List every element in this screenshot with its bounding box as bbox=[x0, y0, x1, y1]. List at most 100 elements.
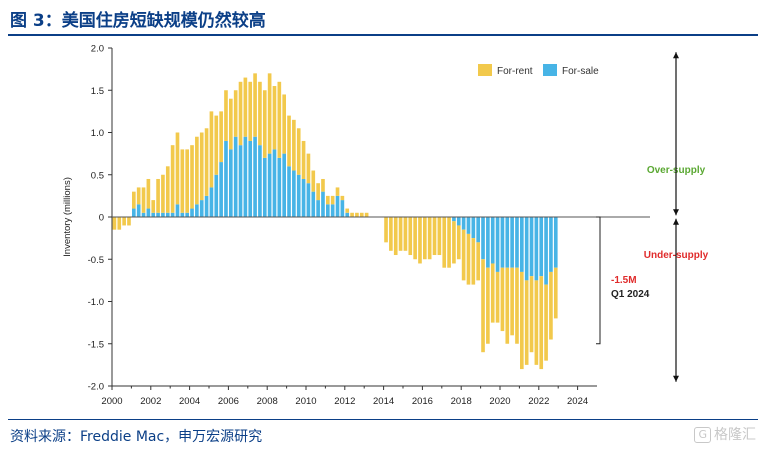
bar-for-rent bbox=[466, 233, 471, 285]
bar-for-sale bbox=[500, 217, 505, 268]
bar-for-sale bbox=[156, 212, 160, 217]
bar-for-sale bbox=[456, 217, 461, 226]
bar-for-rent bbox=[209, 111, 214, 188]
y-axis-label: Inventory (millions) bbox=[62, 177, 73, 257]
bar-for-rent bbox=[408, 217, 413, 256]
bar-for-rent bbox=[510, 267, 514, 336]
bar-for-sale bbox=[253, 136, 257, 217]
footer-divider bbox=[8, 419, 758, 420]
bar-for-rent bbox=[229, 98, 233, 150]
bar-for-rent bbox=[486, 267, 490, 344]
bar-for-rent bbox=[524, 280, 529, 365]
bar-for-rent bbox=[311, 170, 316, 192]
bar-for-rent bbox=[490, 263, 495, 323]
bar-for-rent bbox=[277, 81, 282, 158]
bar-for-rent bbox=[529, 276, 534, 353]
bar-for-sale bbox=[282, 153, 286, 217]
bar-for-rent bbox=[495, 271, 500, 323]
bar-for-sale bbox=[330, 204, 335, 217]
bar-for-rent bbox=[452, 221, 456, 264]
bar-for-rent bbox=[437, 217, 442, 256]
x-tick-label: 2004 bbox=[179, 396, 200, 407]
bar-for-sale bbox=[471, 217, 476, 239]
bar-for-sale bbox=[529, 217, 534, 277]
bar-for-rent bbox=[180, 149, 185, 213]
bar-for-sale bbox=[132, 208, 136, 217]
bar-for-rent bbox=[151, 200, 156, 213]
bar-for-sale bbox=[190, 208, 194, 217]
x-tick-label: 2022 bbox=[528, 396, 549, 407]
bar-for-rent bbox=[544, 284, 548, 361]
inventory-chart: 2.0 1.5 1.0 0.5 0 -0.5 -1.0 -1.5 -2.0 2000 2002 200… bbox=[62, 44, 709, 408]
x-tick-label: 2010 bbox=[295, 396, 316, 407]
bar-for-sale bbox=[258, 145, 262, 217]
bar-for-sale bbox=[549, 217, 553, 272]
bar-for-sale bbox=[335, 195, 340, 217]
x-tick-label: 2024 bbox=[567, 396, 588, 407]
bar-for-rent bbox=[447, 217, 451, 268]
legend-label-for-sale: For-sale bbox=[562, 66, 599, 77]
bar-for-sale bbox=[219, 162, 223, 217]
bar-for-rent bbox=[549, 271, 553, 340]
bar-for-rent bbox=[301, 140, 306, 179]
bar-for-rent bbox=[267, 73, 272, 154]
bar-for-rent bbox=[520, 271, 524, 370]
bar-for-sale bbox=[238, 145, 243, 217]
bar-for-rent bbox=[253, 73, 257, 137]
bar-for-rent bbox=[326, 195, 330, 205]
bar-for-sale bbox=[267, 153, 272, 217]
source-note: 资料来源：Freddie Mac，申万宏源研究 bbox=[10, 429, 263, 445]
bar-for-rent bbox=[534, 280, 539, 365]
bar-for-rent bbox=[214, 115, 219, 175]
y-tick-label: 1.0 bbox=[91, 128, 104, 139]
bar-for-rent bbox=[476, 242, 480, 281]
bar-for-rent bbox=[456, 225, 461, 260]
bar-for-rent bbox=[262, 90, 267, 158]
bar-for-sale bbox=[248, 140, 253, 217]
x-tick-label: 2002 bbox=[140, 396, 161, 407]
bar-for-sale bbox=[292, 170, 296, 217]
bar-for-sale bbox=[524, 217, 529, 281]
bar-for-sale bbox=[452, 217, 456, 222]
bar-for-rent bbox=[112, 217, 117, 230]
bar-for-rent bbox=[161, 174, 165, 213]
bar-for-sale bbox=[165, 212, 170, 217]
callout-period: Q1 2024 bbox=[611, 289, 650, 300]
x-tick-label: 2006 bbox=[218, 396, 239, 407]
bar-for-sale bbox=[553, 217, 558, 268]
y-tick-label: -2.0 bbox=[88, 382, 104, 393]
legend-label-for-rent: For-rent bbox=[497, 66, 533, 77]
bar-for-sale bbox=[515, 217, 519, 268]
bar-for-rent bbox=[238, 81, 243, 146]
bar-for-sale bbox=[233, 136, 238, 217]
bar-for-sale bbox=[340, 200, 345, 217]
bar-for-rent bbox=[219, 111, 223, 163]
bar-for-sale bbox=[495, 217, 500, 272]
bar-for-rent bbox=[427, 217, 432, 260]
bar-for-rent bbox=[117, 217, 122, 230]
bar-for-sale bbox=[461, 217, 466, 230]
bar-for-rent bbox=[136, 187, 141, 205]
bar-for-sale bbox=[272, 149, 277, 217]
under-supply-arrowhead-bottom bbox=[673, 375, 679, 382]
bar-for-rent bbox=[461, 229, 466, 281]
bar-for-rent bbox=[233, 90, 238, 137]
bar-for-rent bbox=[185, 149, 189, 213]
y-tick-label: -1.0 bbox=[88, 297, 104, 308]
bar-for-rent bbox=[418, 217, 422, 264]
over-supply-arrowhead-bottom bbox=[673, 209, 679, 216]
bar-for-rent bbox=[272, 86, 277, 150]
bar-for-sale bbox=[262, 157, 267, 217]
figure-title: 图 3：美国住房短缺规模仍然较高 bbox=[10, 11, 266, 31]
bar-for-rent bbox=[442, 217, 447, 268]
bar-for-rent bbox=[384, 217, 388, 243]
bar-for-sale bbox=[180, 212, 185, 217]
bar-for-rent bbox=[156, 178, 160, 213]
x-tick-label: 2000 bbox=[101, 396, 122, 407]
bar-for-rent bbox=[321, 178, 325, 192]
legend-swatch-for-rent bbox=[478, 64, 492, 76]
bar-for-sale bbox=[326, 204, 330, 217]
bar-for-rent bbox=[292, 119, 296, 171]
bar-for-rent bbox=[141, 187, 146, 213]
bar-for-rent bbox=[170, 145, 175, 213]
